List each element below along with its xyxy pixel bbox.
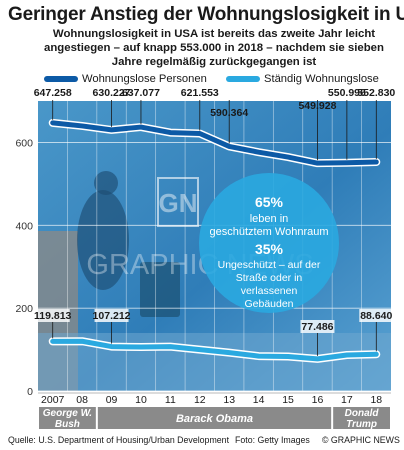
x-tick-label: 18	[370, 394, 382, 406]
series-line-chronic	[50, 338, 379, 362]
info-text: Straße oder in	[236, 272, 303, 284]
legend: Wohnungslose Personen Ständig Wohnungslo…	[0, 73, 404, 87]
legend-swatch	[44, 76, 78, 82]
x-tick-label: 10	[135, 394, 147, 406]
x-tick-label: 14	[253, 394, 265, 406]
data-label-chronic: 107.212	[93, 310, 131, 322]
legend-swatch	[226, 76, 260, 82]
x-tick-label: 2007	[41, 394, 65, 406]
data-label-bg	[94, 309, 129, 322]
photo-figure-head	[94, 171, 118, 195]
watermark-mark: GN	[159, 188, 198, 218]
photo-figure	[77, 190, 129, 290]
data-label-homeless: 550.996	[328, 87, 366, 99]
info-text: leben in	[250, 213, 289, 225]
president-band	[39, 407, 96, 429]
series-line-homeless	[50, 120, 379, 166]
data-label-homeless: 549.928	[298, 100, 336, 112]
data-label-homeless: 630.227	[93, 87, 131, 99]
info-circle	[199, 173, 339, 313]
x-tick-label: 15	[282, 394, 294, 406]
x-tick-label: 12	[194, 394, 206, 406]
info-text: Ungeschützt – auf der	[218, 259, 321, 271]
president-name: George W.	[43, 408, 92, 419]
president-name: Bush	[55, 419, 80, 430]
x-tick-label: 11	[165, 394, 176, 406]
data-label-bg	[35, 309, 70, 322]
chart-title: Geringer Anstieg der Wohnungslosigkeit i…	[8, 4, 404, 25]
legend-item-homeless: Wohnungslose Personen	[44, 73, 207, 85]
data-label-chronic: 119.813	[34, 310, 72, 322]
x-tick-label: 17	[341, 394, 353, 406]
president-name: Barack Obama	[176, 413, 253, 425]
president-name: Donald	[345, 408, 380, 419]
info-text: 65%	[255, 194, 284, 210]
legend-item-chronic: Ständig Wohnungslose	[226, 73, 379, 85]
info-text: Gebäuden	[244, 298, 293, 310]
y-tick-label: 0	[27, 386, 33, 398]
y-tick-label: 200	[15, 303, 33, 315]
source-note: Quelle: U.S. Department of Housing/Urban…	[8, 435, 230, 445]
info-text: geschütztem Wohnraum	[209, 226, 328, 238]
photo-cart	[140, 262, 180, 317]
x-tick-label: 08	[76, 394, 88, 406]
photo-credit: Foto: Getty Images	[235, 435, 310, 445]
x-tick-label: 16	[312, 394, 324, 406]
data-label-chronic: 77.486	[301, 321, 333, 333]
data-label-chronic: 88.640	[360, 310, 392, 322]
agency-credit: © GRAPHIC NEWS	[322, 435, 400, 445]
y-tick-label: 400	[15, 220, 33, 232]
y-tick-label: 600	[15, 137, 33, 149]
info-text: 35%	[255, 241, 284, 257]
data-label-homeless: 647.258	[34, 87, 72, 99]
data-label-homeless: 637.077	[122, 87, 160, 99]
president-name: Trump	[346, 419, 377, 430]
president-band	[97, 407, 332, 429]
info-text: verlassenen	[241, 285, 298, 297]
data-label-homeless: 552.830	[357, 87, 395, 99]
data-label-bg	[300, 320, 335, 333]
legend-label: Ständig Wohnungslose	[264, 73, 379, 85]
data-label-homeless: 590.364	[210, 107, 248, 119]
president-band	[333, 407, 390, 429]
x-tick-label: 13	[223, 394, 235, 406]
legend-label: Wohnungslose Personen	[82, 73, 207, 85]
data-label-bg	[359, 309, 394, 322]
chart-subtitle: Wohnungslosigkeit in USA ist bereits das…	[44, 28, 384, 68]
x-tick-label: 09	[106, 394, 118, 406]
data-label-homeless: 621.553	[181, 87, 219, 99]
watermark-logo	[157, 177, 199, 227]
